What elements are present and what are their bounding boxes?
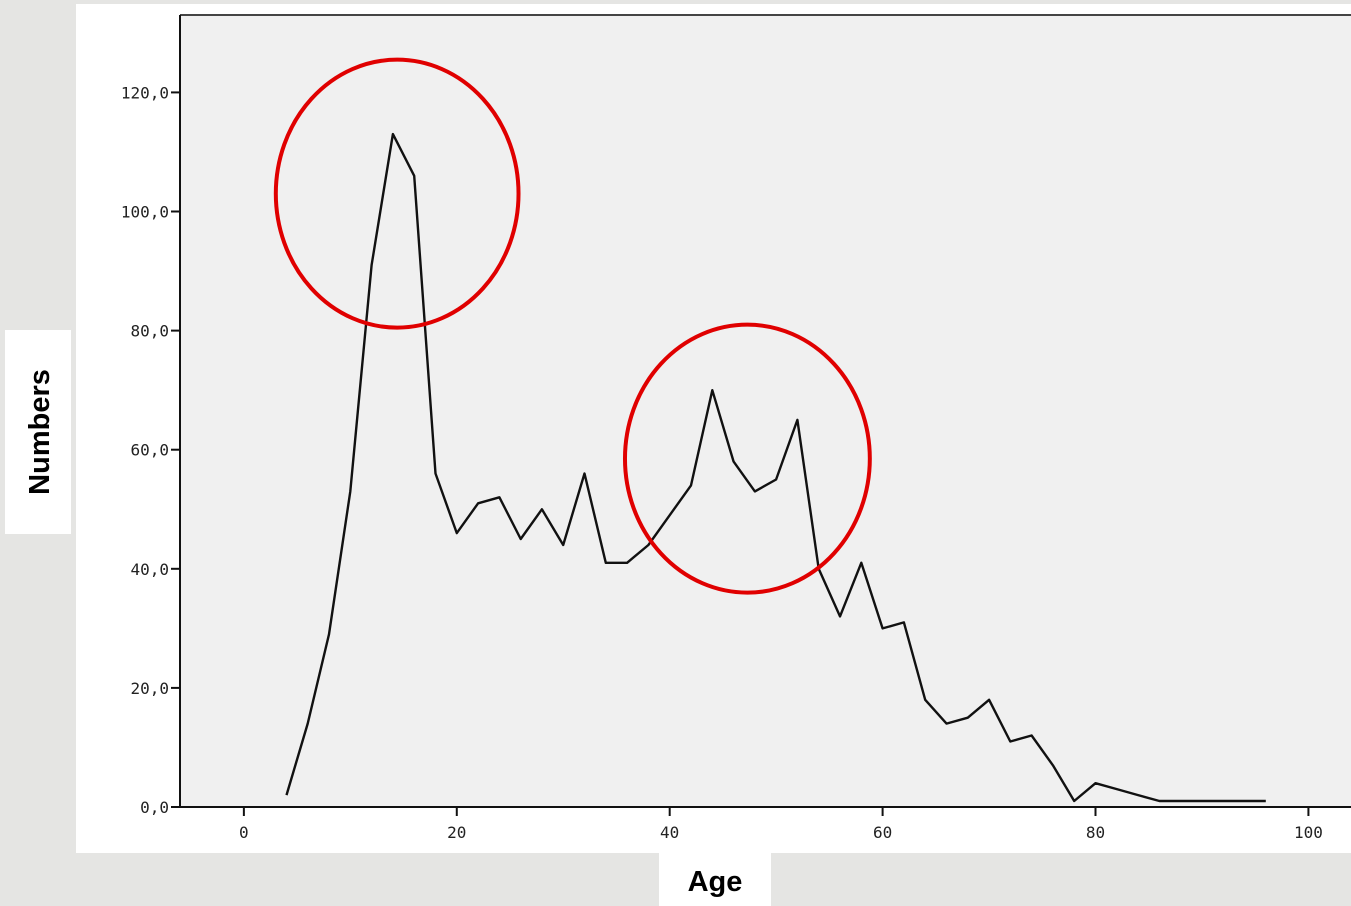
y-tick-label: 60,0 [130,441,169,460]
y-axis-title: Numbers [24,369,56,495]
x-tick-label: 60 [873,823,892,842]
x-tick-label: 0 [239,823,249,842]
x-axis-title: Age [688,866,743,898]
series-line [285,132,1266,803]
x-axis-ticks: 0 20 40 60 80 100 [239,807,1323,842]
x-tick-label: 100 [1294,823,1323,842]
annotation-group [273,57,872,595]
x-tick-label: 80 [1086,823,1105,842]
x-tick-label: 20 [447,823,466,842]
ylabel-box [5,330,71,534]
y-axis-ticks: 0,0 20,0 40,0 60,0 80,0 100,0 120,0 [121,83,180,817]
y-tick-label: 120,0 [121,83,169,102]
y-tick-label: 40,0 [130,560,169,579]
y-tick-label: 0,0 [140,798,169,817]
y-tick-label: 80,0 [130,322,169,341]
highlight-circle [273,57,521,330]
y-tick-label: 100,0 [121,203,169,222]
series-group [285,132,1266,803]
y-tick-label: 20,0 [130,679,169,698]
plot-area [180,15,1351,807]
highlight-circle [622,322,872,595]
x-tick-label: 40 [660,823,679,842]
xlabel-box [659,853,771,906]
